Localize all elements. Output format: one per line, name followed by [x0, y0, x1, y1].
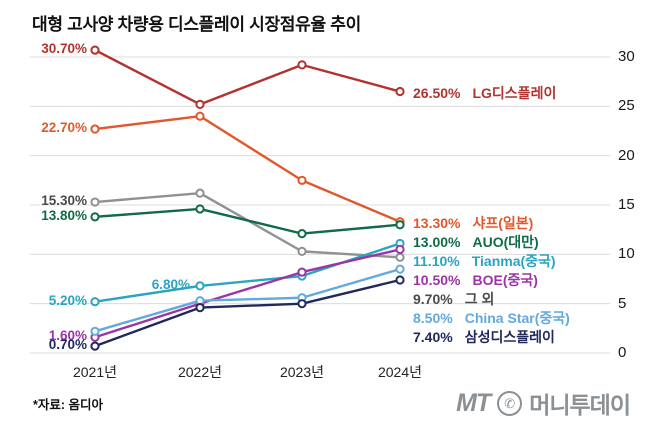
logo-mt-text: MT — [456, 388, 491, 417]
data-point — [90, 45, 100, 55]
data-point — [195, 111, 205, 121]
series-line — [93, 242, 402, 303]
phone-icon: ✆ — [497, 390, 523, 416]
data-point — [395, 252, 405, 262]
data-point — [195, 281, 205, 291]
data-point — [297, 60, 307, 70]
data-point — [90, 197, 100, 207]
data-point — [195, 99, 205, 109]
source-note: *자료: 옴디아 — [33, 398, 104, 412]
data-point — [90, 212, 100, 222]
logo-brand-text: 머니투데이 — [529, 392, 631, 418]
series-line — [93, 278, 402, 348]
moneytoday-logo: MT ✆ 머니투데이 — [456, 386, 631, 420]
series-line — [93, 114, 402, 223]
data-point — [195, 303, 205, 313]
data-point — [395, 244, 405, 254]
series-line — [93, 48, 402, 106]
data-point — [297, 267, 307, 277]
data-point — [90, 341, 100, 351]
data-point — [90, 124, 100, 134]
data-point — [90, 297, 100, 307]
data-point — [195, 204, 205, 214]
data-point — [395, 264, 405, 274]
series-line — [93, 248, 402, 339]
data-point — [297, 229, 307, 239]
data-point — [195, 188, 205, 198]
data-point — [395, 86, 405, 97]
series-line — [93, 207, 402, 235]
data-point — [297, 175, 307, 185]
data-point — [297, 299, 307, 309]
series-line — [93, 267, 402, 333]
page-title: 대형 고사양 차량용 디스플레이 시장점유율 추이 — [32, 15, 361, 34]
data-point — [297, 246, 307, 256]
data-point — [395, 220, 405, 230]
data-point — [90, 326, 100, 336]
data-point — [395, 275, 405, 285]
